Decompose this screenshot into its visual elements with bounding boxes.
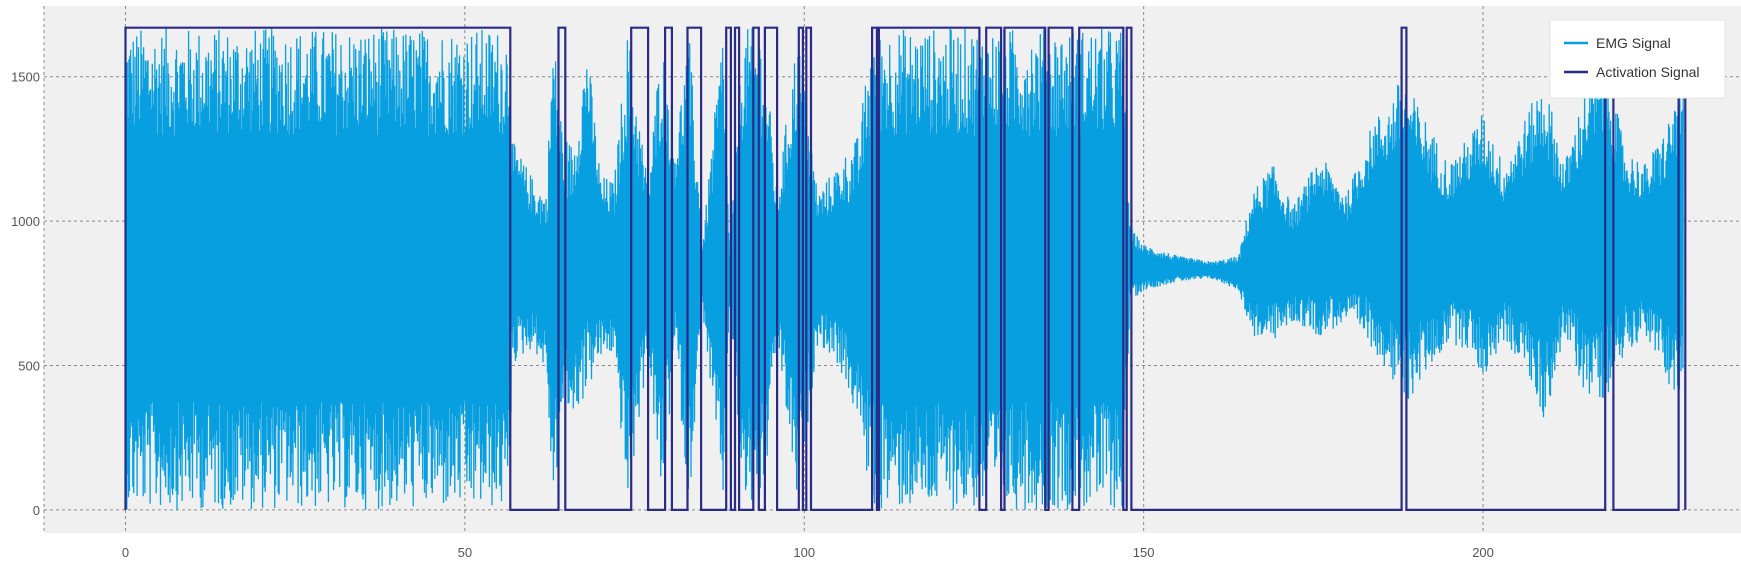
x-tick-label: 150 — [1133, 545, 1155, 560]
legend: EMG Signal Activation Signal — [1549, 19, 1726, 99]
x-tick-label: 50 — [458, 545, 472, 560]
y-tick-label: 1500 — [11, 70, 40, 85]
y-tick-label: 0 — [33, 503, 40, 518]
y-tick-label: 500 — [18, 359, 40, 374]
y-tick-label: 1000 — [11, 214, 40, 229]
emg-signal-line — [124, 28, 1684, 510]
x-tick-label: 100 — [793, 545, 815, 560]
activation-signal-line — [124, 26, 1687, 511]
legend-box — [1549, 19, 1726, 99]
legend-label: Activation Signal — [1596, 64, 1700, 80]
x-tick-label: 200 — [1472, 545, 1494, 560]
legend-label: EMG Signal — [1596, 35, 1671, 51]
series-layer — [124, 26, 1687, 511]
tick-labels: 0 50 100 150 200 0 500 1000 1500 — [11, 70, 1494, 560]
x-tick-label: 0 — [122, 545, 129, 560]
